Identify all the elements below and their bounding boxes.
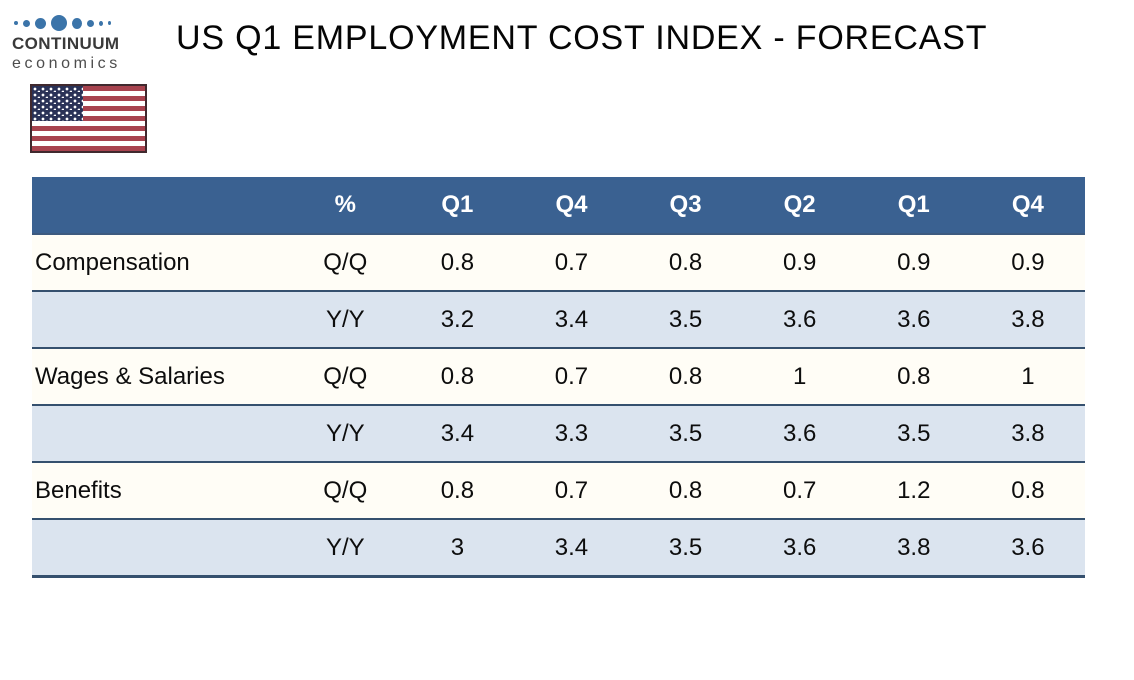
row-label-cell [32, 519, 290, 577]
table-row: Y/Y 3.4 3.3 3.5 3.6 3.5 3.8 [32, 405, 1085, 462]
table-header-cell: Q3 [628, 177, 743, 235]
brand-subtitle: economics [12, 55, 121, 72]
value-cell: 3.8 [1011, 305, 1045, 333]
value-cell: 0.7 [554, 476, 589, 504]
freq-cell: Q/Q [323, 476, 368, 504]
table-row: Wages & Salaries Q/Q 0.8 0.7 0.8 1 0.8 1 [32, 348, 1085, 405]
logo-dot [35, 17, 46, 29]
us-flag-icon [30, 84, 147, 153]
row-label-cell: Compensation [35, 248, 190, 276]
freq-cell: Y/Y [325, 305, 365, 333]
table-row: Compensation Q/Q 0.8 0.7 0.8 0.9 0.9 0.9 [32, 234, 1085, 291]
table-header-cell: Q2 [742, 177, 857, 235]
value-cell: 3.3 [554, 419, 589, 447]
value-cell: 3.2 [440, 305, 475, 333]
freq-cell: Y/Y [325, 533, 365, 561]
value-cell: 0.9 [782, 248, 817, 276]
value-cell: 1 [1021, 362, 1035, 390]
table-header-cell: % [290, 177, 401, 235]
value-cell: 0.7 [554, 362, 589, 390]
row-label-cell [32, 291, 290, 348]
value-cell: 0.8 [440, 248, 475, 276]
logo-dot [51, 15, 67, 31]
value-cell: 1.2 [897, 476, 931, 504]
table-header-cell: Q1 [400, 177, 515, 235]
value-cell: 3.4 [554, 305, 589, 333]
value-cell: 0.8 [897, 362, 931, 390]
value-cell: 0.8 [1011, 476, 1045, 504]
value-cell: 0.7 [782, 476, 817, 504]
value-cell: 0.8 [440, 362, 475, 390]
value-cell: 3 [450, 533, 465, 561]
value-cell: 3.6 [782, 305, 817, 333]
table-row: Benefits Q/Q 0.8 0.7 0.8 0.7 1.2 0.8 [32, 462, 1085, 519]
logo-dot [87, 19, 94, 27]
table-header-cell [32, 177, 291, 235]
value-cell: 0.9 [1011, 248, 1045, 276]
table-header-row: % Q1 Q4 Q3 Q2 Q1 Q4 [32, 177, 1085, 235]
continuum-logo: CONTINUUM economics [12, 14, 162, 73]
value-cell: 0.8 [668, 362, 703, 390]
flag-canton [32, 86, 83, 121]
forecast-table: % Q1 Q4 Q3 Q2 Q1 Q4 Compensation Q/Q 0.8… [32, 177, 1085, 578]
value-cell: 0.8 [440, 476, 475, 504]
logo-dot [72, 17, 82, 29]
value-cell: 3.5 [668, 305, 703, 333]
brand-name: CONTINUUM [12, 34, 120, 53]
value-cell: 3.5 [668, 419, 703, 447]
page-title: US Q1 EMPLOYMENT COST INDEX - FORECAST [176, 19, 988, 57]
freq-cell: Y/Y [325, 419, 365, 447]
value-cell: 1 [792, 362, 807, 390]
value-cell: 0.7 [554, 248, 589, 276]
value-cell: 3.4 [554, 533, 589, 561]
row-label-cell [32, 405, 290, 462]
table-row: Y/Y 3.2 3.4 3.5 3.6 3.6 3.8 [32, 291, 1085, 348]
table-header-cell: Q1 [856, 177, 971, 235]
value-cell: 3.5 [897, 419, 931, 447]
logo-dot [108, 21, 111, 25]
table-header-cell: Q4 [970, 177, 1085, 235]
freq-cell: Q/Q [323, 362, 368, 390]
value-cell: 3.8 [1011, 419, 1045, 447]
value-cell: 0.8 [668, 476, 703, 504]
freq-cell: Q/Q [323, 248, 368, 276]
value-cell: 3.6 [897, 305, 931, 333]
value-cell: 3.6 [1011, 533, 1045, 561]
table-header-cell: Q4 [514, 177, 629, 235]
value-cell: 3.8 [897, 533, 931, 561]
value-cell: 3.6 [782, 419, 817, 447]
value-cell: 3.6 [782, 533, 817, 561]
logo-dot [99, 20, 103, 26]
value-cell: 3.4 [440, 419, 475, 447]
logo-dot [14, 21, 18, 25]
value-cell: 0.9 [897, 248, 931, 276]
row-label-cell: Wages & Salaries [35, 362, 225, 390]
row-label-cell: Benefits [35, 476, 122, 504]
value-cell: 3.5 [668, 533, 703, 561]
table-row: Y/Y 3 3.4 3.5 3.6 3.8 3.6 [32, 519, 1085, 577]
logo-dot [23, 19, 30, 27]
continuum-dots-icon [14, 14, 162, 32]
value-cell: 0.8 [668, 248, 703, 276]
